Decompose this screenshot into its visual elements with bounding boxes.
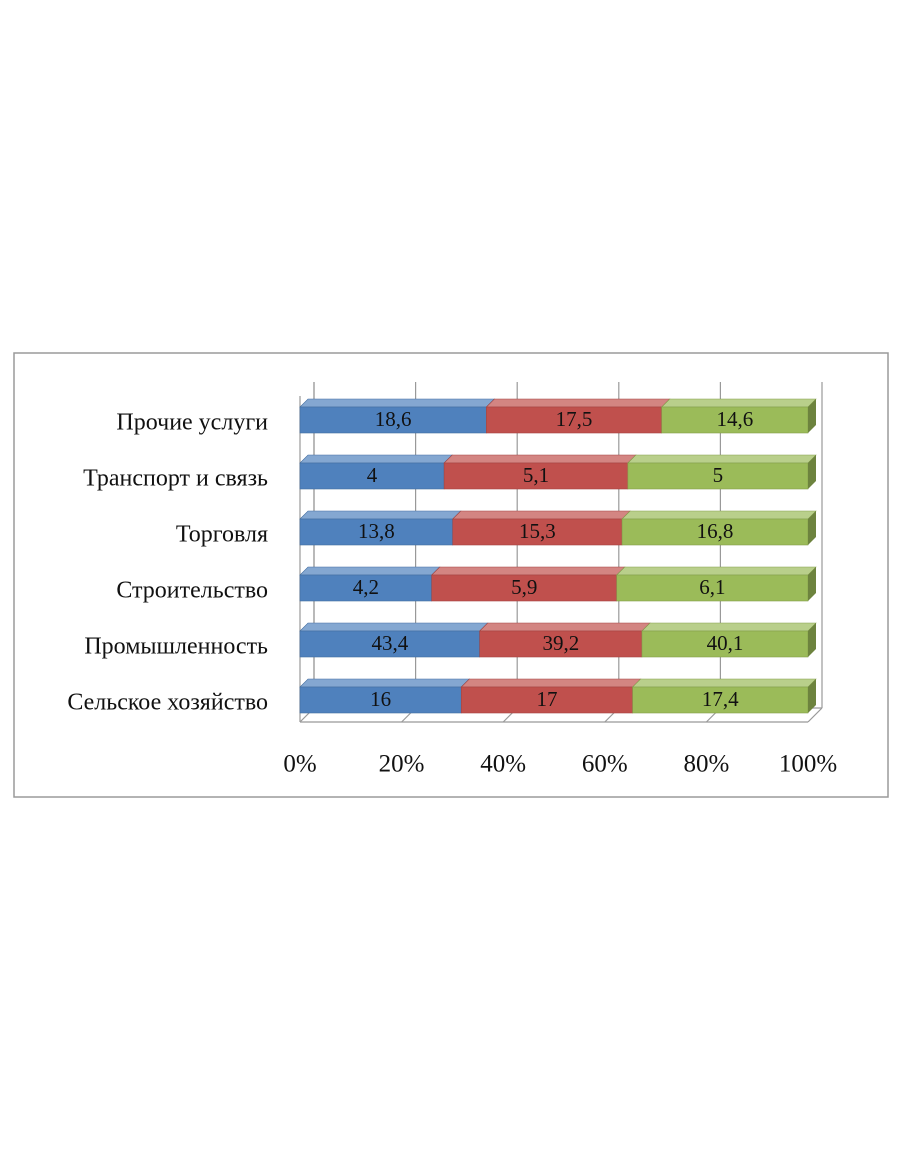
x-tick-label: 20% (379, 751, 425, 778)
y-tick-label: Прочие услуги (116, 410, 268, 436)
grid-line (807, 707, 823, 723)
data-label: 16 (370, 687, 391, 711)
y-tick-label: Промышленность (84, 634, 268, 660)
data-label: 17,5 (556, 407, 593, 431)
bar-top (660, 398, 817, 408)
bar-top (452, 510, 631, 520)
data-label: 40,1 (707, 631, 744, 655)
x-tick-label: 80% (683, 751, 729, 778)
y-tick-label: Сельское хозяйство (67, 690, 268, 716)
bar-top (299, 566, 441, 576)
bar (661, 406, 809, 434)
data-label: 4 (367, 463, 378, 487)
data-label: 43,4 (371, 631, 408, 655)
bar-top (627, 454, 817, 464)
bar (627, 462, 809, 490)
data-label: 5,9 (511, 575, 537, 599)
bar-top (299, 622, 489, 632)
data-label: 15,3 (519, 519, 556, 543)
data-label: 39,2 (542, 631, 579, 655)
bar-top (430, 566, 626, 576)
x-tick-label: 40% (480, 751, 526, 778)
bar-top (621, 510, 817, 520)
y-tick-label: Транспорт и связь (83, 466, 268, 492)
data-label: 5 (713, 463, 724, 487)
x-tick-label: 60% (582, 751, 628, 778)
bar (431, 574, 618, 602)
bar-top (299, 510, 462, 520)
bar (616, 574, 809, 602)
bar (452, 518, 623, 546)
bar-top (299, 678, 470, 688)
bar (299, 462, 445, 490)
data-label: 6,1 (699, 575, 725, 599)
bar (632, 686, 809, 714)
bar-side (808, 511, 816, 545)
bar (641, 630, 809, 658)
bar-top (299, 454, 453, 464)
bar-top (443, 454, 637, 464)
bar (299, 574, 433, 602)
y-tick-label: Торговля (176, 522, 268, 548)
bar-top (478, 622, 651, 632)
data-label: 14,6 (716, 407, 753, 431)
x-tick-label: 0% (283, 751, 316, 778)
data-label: 17 (536, 687, 557, 711)
data-label: 4,2 (353, 575, 379, 599)
bar-top (641, 622, 817, 632)
bar (299, 630, 480, 658)
bar-top (460, 678, 642, 688)
bar (299, 518, 454, 546)
bar-side (808, 455, 816, 489)
data-label: 16,8 (697, 519, 734, 543)
data-label: 17,4 (702, 687, 739, 711)
bar (621, 518, 809, 546)
y-tick-label: Строительство (116, 578, 268, 604)
bar-side (808, 567, 816, 601)
bar (299, 686, 462, 714)
bar-top (615, 566, 817, 576)
bar (443, 462, 629, 490)
bar-top (299, 398, 496, 408)
x-tick-label: 100% (779, 751, 837, 778)
bar (460, 686, 633, 714)
bar-side (808, 399, 816, 433)
bar (299, 406, 487, 434)
data-label: 5,1 (523, 463, 549, 487)
data-label: 18,6 (375, 407, 412, 431)
bar-top (485, 398, 671, 408)
bar-side (808, 679, 816, 713)
bar (479, 630, 643, 658)
bar (486, 406, 663, 434)
bar-top (631, 678, 817, 688)
data-label: 13,8 (358, 519, 395, 543)
bar-side (808, 623, 816, 657)
